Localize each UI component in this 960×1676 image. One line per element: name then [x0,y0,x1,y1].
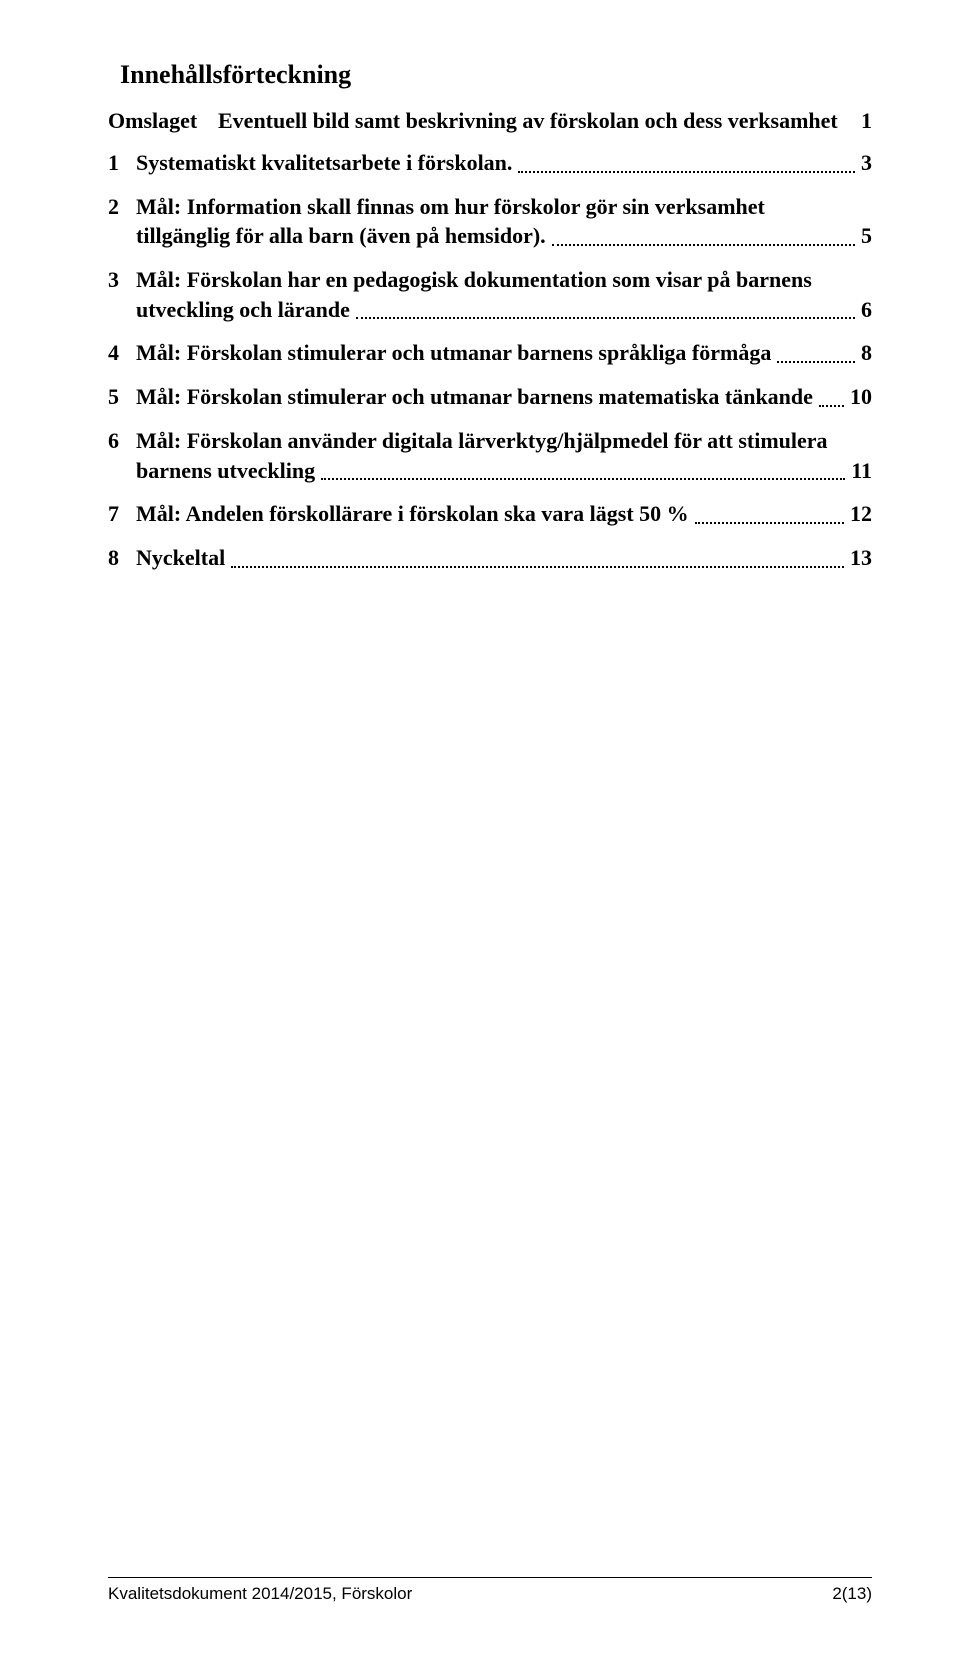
toc-entry-page: 3 [855,148,872,178]
toc-entry-text-line2: barnens utveckling [136,456,321,486]
toc-entry-text-line2: utveckling och lärande [136,295,356,325]
page-content: Innehållsförteckning Omslaget Eventuell … [0,0,960,573]
toc-entry-number: 7 [108,499,136,529]
toc-entry-page: 6 [855,295,872,325]
toc-entry-page: 8 [855,338,872,368]
toc-entry: 2 Mål: Information skall finnas om hur f… [108,192,872,251]
toc-entry-text-line1: Mål: Information skall finnas om hur för… [136,192,765,222]
toc-omslaget-page: 1 [849,108,872,134]
toc-leader-dots [356,317,855,319]
toc-entry: 3 Mål: Förskolan har en pedagogisk dokum… [108,265,872,324]
toc-leader-dots [777,361,855,363]
toc-entry: 4 Mål: Förskolan stimulerar och utmanar … [108,338,872,368]
toc-entry-number: 3 [108,265,136,295]
toc-leader-dots [819,405,844,407]
toc-entry-number: 2 [108,192,136,222]
toc-entry-text: Systematiskt kvalitetsarbete i förskolan… [136,148,518,178]
toc-entry-text: Nyckeltal [136,543,231,573]
footer-rule [108,1577,872,1578]
toc-entry-text: Mål: Förskolan stimulerar och utmanar ba… [136,382,819,412]
toc-entry-text-line1: Mål: Förskolan använder digitala lärverk… [136,426,828,456]
toc-entry-text-line1: Mål: Förskolan har en pedagogisk dokumen… [136,265,812,295]
toc-leader-dots [695,522,844,524]
toc-entry-number: 4 [108,338,136,368]
page-footer: Kvalitetsdokument 2014/2015, Förskolor 2… [108,1577,872,1604]
toc-omslaget-text: Eventuell bild samt beskrivning av försk… [218,108,849,134]
toc-entry-number: 6 [108,426,136,456]
toc-leader-dots [321,478,845,480]
toc-entry: 1 Systematiskt kvalitetsarbete i förskol… [108,148,872,178]
toc-leader-dots [552,244,855,246]
toc-entry-text: Mål: Andelen förskollärare i förskolan s… [136,499,695,529]
toc-entry: 7 Mål: Andelen förskollärare i förskolan… [108,499,872,529]
toc-entry-text-line2: tillgänglig för alla barn (även på hemsi… [136,221,552,251]
toc-title: Innehållsförteckning [120,60,872,90]
toc-entry: 5 Mål: Förskolan stimulerar och utmanar … [108,382,872,412]
toc-entry: 6 Mål: Förskolan använder digitala lärve… [108,426,872,485]
toc-leader-dots [518,171,855,173]
toc-entry-number: 5 [108,382,136,412]
toc-entry-page: 10 [844,382,872,412]
toc-entry-page: 5 [855,221,872,251]
footer-right-text: 2(13) [832,1584,872,1604]
toc-entry-page: 12 [844,499,872,529]
toc-entry-page: 11 [845,456,872,486]
toc-entry-text: Mål: Förskolan stimulerar och utmanar ba… [136,338,777,368]
toc-omslaget-row: Omslaget Eventuell bild samt beskrivning… [108,108,872,134]
toc-entry-page: 13 [844,543,872,573]
toc-entry-number: 8 [108,543,136,573]
toc-leader-dots [231,566,844,568]
toc-entry-number: 1 [108,148,136,178]
toc-omslaget-label: Omslaget [108,108,218,134]
toc-entry: 8 Nyckeltal 13 [108,543,872,573]
footer-left-text: Kvalitetsdokument 2014/2015, Förskolor [108,1584,412,1604]
